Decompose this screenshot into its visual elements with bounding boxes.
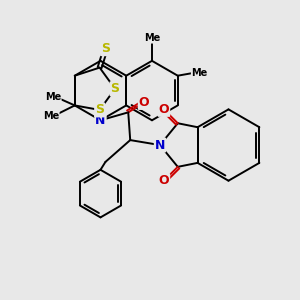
Text: O: O — [139, 96, 149, 109]
Text: S: S — [110, 82, 119, 95]
Text: S: S — [101, 42, 110, 55]
Text: Me: Me — [191, 68, 208, 78]
Text: O: O — [159, 103, 169, 116]
Text: Me: Me — [144, 33, 160, 43]
Text: O: O — [159, 174, 169, 187]
Text: N: N — [155, 139, 165, 152]
Text: Me: Me — [43, 111, 59, 121]
Text: S: S — [95, 103, 104, 116]
Text: Me: Me — [45, 92, 61, 101]
Text: N: N — [95, 114, 106, 127]
